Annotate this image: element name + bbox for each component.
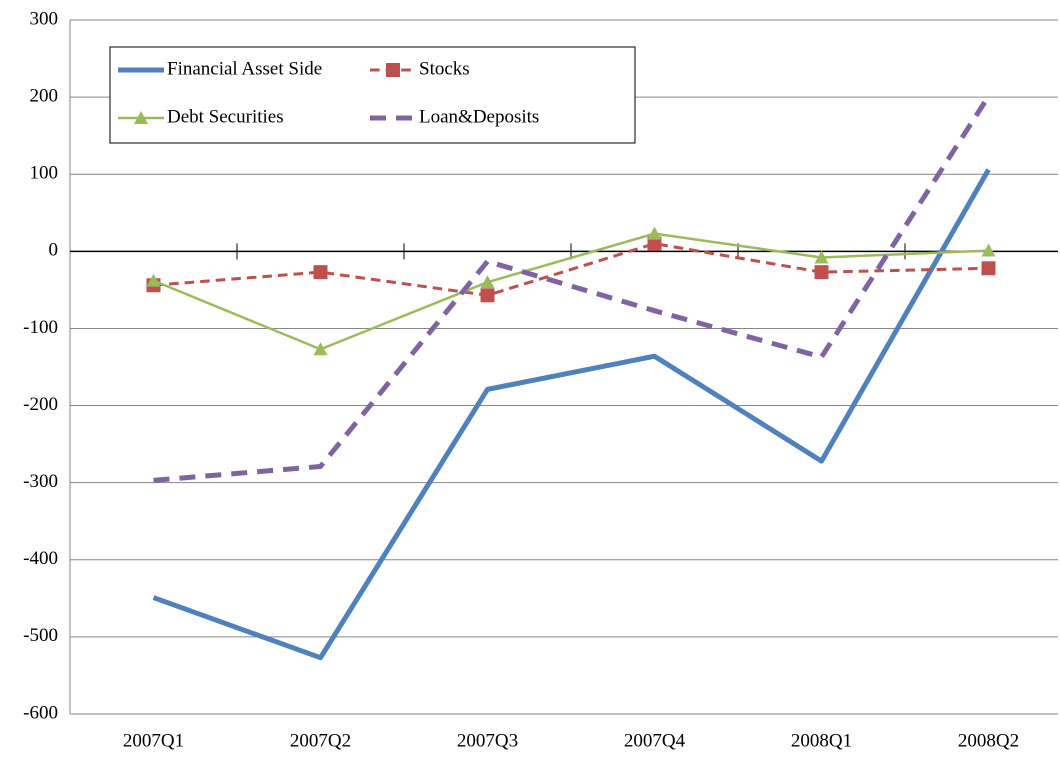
y-tick-label: -200 [23, 394, 58, 415]
data-point [981, 243, 996, 257]
y-tick-label: -100 [23, 317, 58, 338]
data-point [480, 275, 495, 289]
y-tick-label: 200 [30, 85, 59, 106]
data-point [814, 250, 829, 264]
x-tick-label: 2008Q2 [958, 730, 1019, 751]
data-point [313, 265, 328, 280]
data-point [981, 261, 996, 276]
legend-marker [386, 63, 400, 77]
data-point [146, 273, 161, 287]
x-tick-label: 2007Q3 [457, 730, 518, 751]
legend-marker [134, 111, 148, 124]
series-line [153, 242, 989, 297]
y-tick-label: -400 [23, 548, 58, 569]
legend-label: Debt Securities [167, 106, 284, 127]
legend-label: Stocks [419, 58, 470, 79]
data-point [647, 236, 662, 251]
x-tick-label: 2008Q1 [791, 730, 852, 751]
data-point [480, 288, 495, 303]
y-tick-label: -300 [23, 471, 58, 492]
x-tick-label: 2007Q2 [290, 730, 351, 751]
y-tick-label: 0 [49, 240, 59, 261]
series-line [153, 94, 991, 483]
x-tick-label: 2007Q4 [624, 730, 686, 751]
y-tick-label: 300 [30, 8, 59, 29]
series-line [152, 168, 991, 661]
legend-label: Financial Asset Side [167, 58, 322, 79]
y-tick-label: -500 [23, 625, 58, 646]
y-tick-label: 100 [30, 163, 59, 184]
series-line [153, 232, 989, 351]
legend-box [109, 46, 636, 144]
data-point [814, 265, 829, 280]
y-tick-label: -600 [23, 702, 58, 723]
data-point [313, 342, 328, 356]
data-point [647, 226, 662, 240]
legend-label: Loan&Deposits [419, 106, 539, 127]
x-tick-label: 2007Q1 [123, 730, 184, 751]
